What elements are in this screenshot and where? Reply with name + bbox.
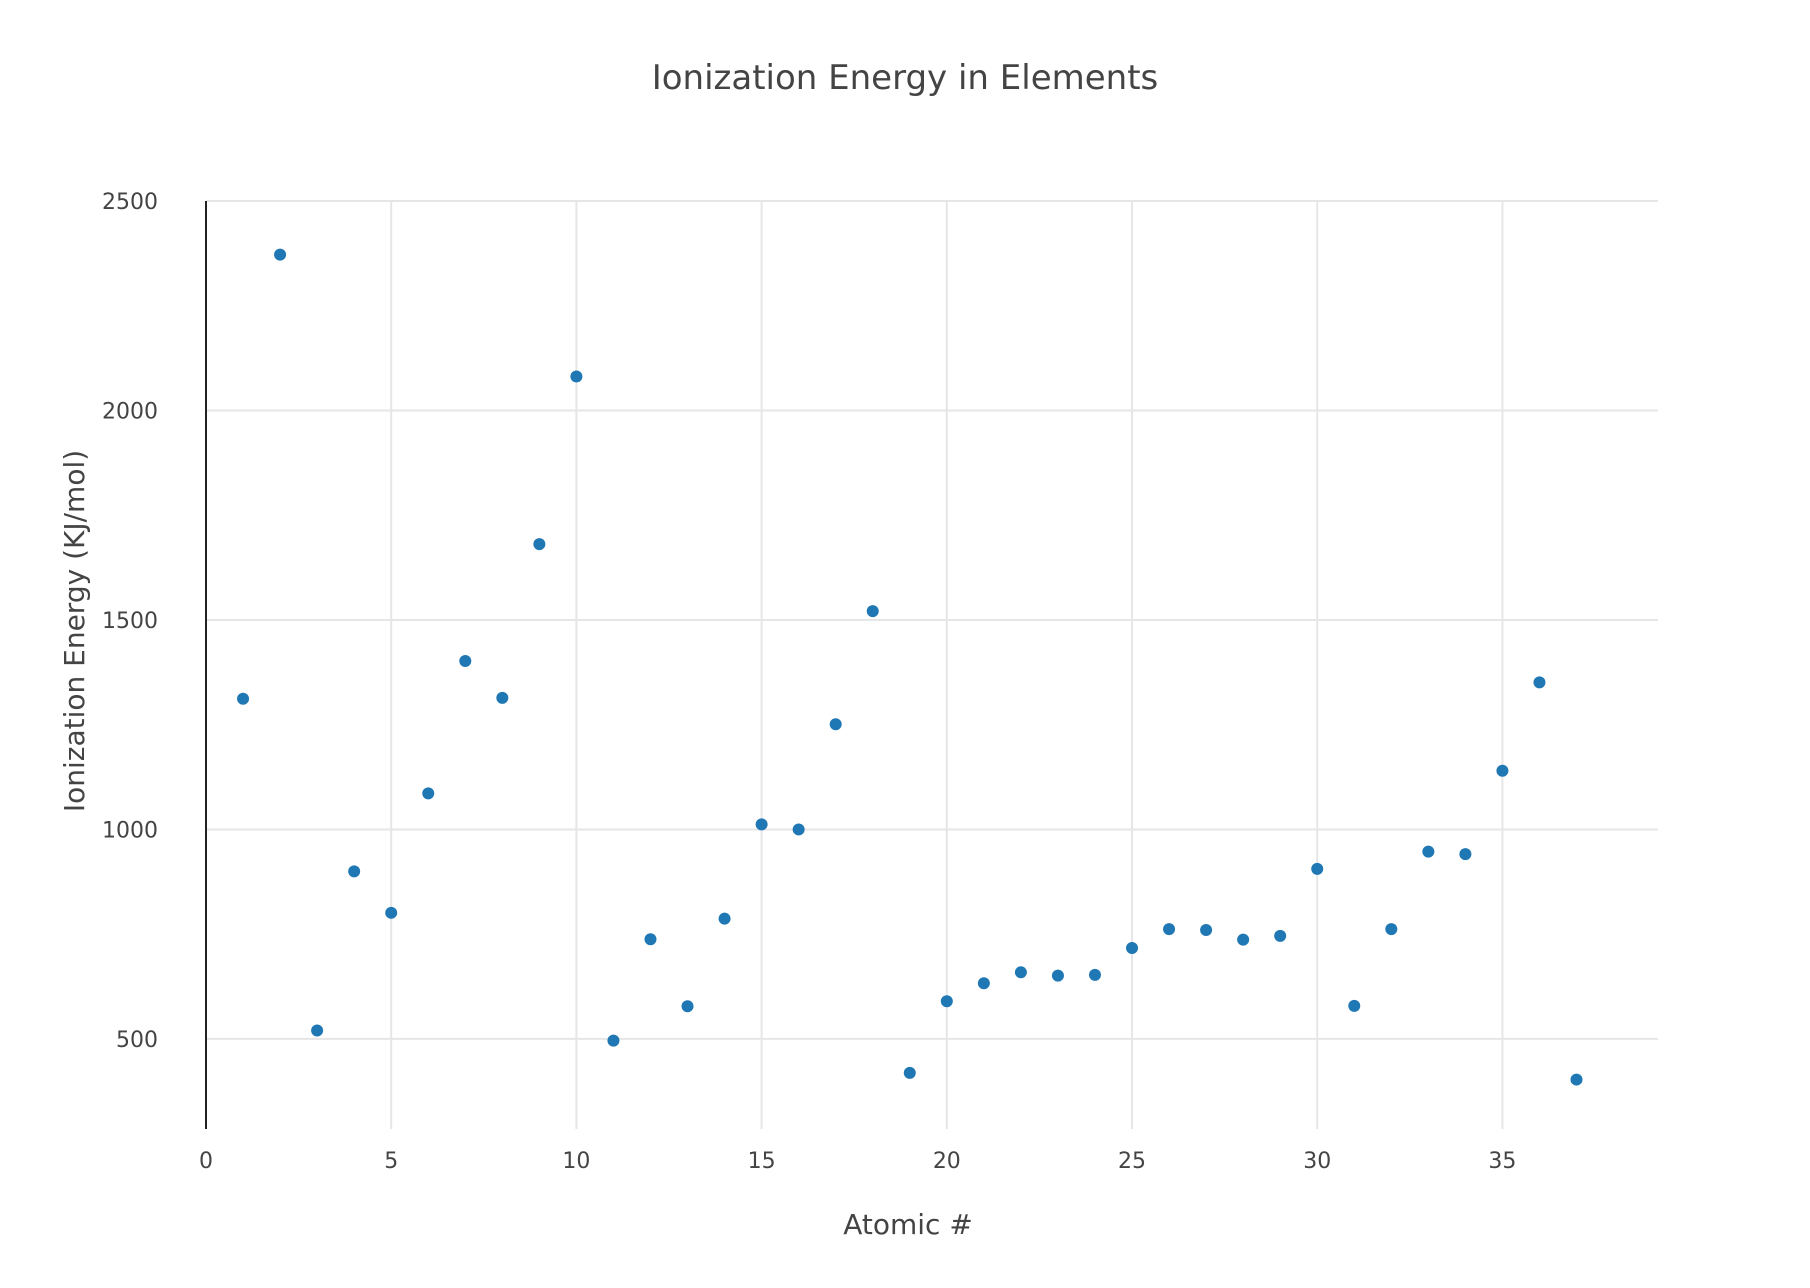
x-tick-label: 5 xyxy=(384,1149,398,1174)
data-point xyxy=(1051,969,1064,982)
data-point xyxy=(459,655,472,668)
y-axis-title: Ionization Energy (KJ/mol) xyxy=(58,450,91,812)
data-points xyxy=(237,248,1583,1086)
data-point xyxy=(1385,923,1398,936)
y-axis-ticks: 500 1000 1500 2000 2500 xyxy=(102,190,158,1053)
data-point xyxy=(644,933,657,946)
data-point xyxy=(940,995,953,1008)
data-point xyxy=(1088,968,1101,981)
data-point xyxy=(681,1000,694,1013)
chart-title: Ionization Energy in Elements xyxy=(652,58,1159,98)
data-point xyxy=(792,823,805,836)
data-point xyxy=(755,818,768,831)
data-point xyxy=(570,370,583,383)
data-point xyxy=(385,906,398,919)
x-tick-label: 10 xyxy=(562,1149,590,1174)
x-tick-label: 15 xyxy=(748,1149,776,1174)
x-tick-label: 35 xyxy=(1488,1149,1516,1174)
data-point xyxy=(1533,676,1546,689)
data-point xyxy=(1311,862,1324,875)
data-point xyxy=(718,912,731,925)
data-point xyxy=(903,1066,916,1079)
data-point xyxy=(977,977,990,990)
data-point xyxy=(1274,929,1287,942)
data-point xyxy=(533,538,546,551)
x-axis-ticks: 0 5 10 15 20 25 30 35 xyxy=(199,1149,1516,1174)
data-point xyxy=(1163,923,1176,936)
y-tick-label: 1500 xyxy=(102,609,158,634)
data-point xyxy=(348,865,361,878)
x-tick-label: 0 xyxy=(199,1149,213,1174)
data-point xyxy=(1237,933,1250,946)
data-point xyxy=(1570,1073,1583,1086)
data-point xyxy=(422,787,435,800)
x-axis-title: Atomic # xyxy=(843,1208,973,1241)
data-point xyxy=(1014,966,1027,979)
data-point xyxy=(237,692,250,705)
data-point xyxy=(274,248,287,261)
y-tick-label: 1000 xyxy=(102,818,158,843)
data-point xyxy=(311,1024,324,1037)
x-tick-label: 25 xyxy=(1118,1149,1146,1174)
data-point xyxy=(1496,764,1509,777)
grid-lines xyxy=(206,200,1658,1129)
data-point xyxy=(866,605,879,618)
data-point xyxy=(829,718,842,731)
data-point xyxy=(1200,923,1213,936)
x-tick-label: 20 xyxy=(933,1149,961,1174)
y-tick-label: 2000 xyxy=(102,399,158,424)
data-point xyxy=(496,691,509,704)
data-point xyxy=(1126,942,1139,955)
data-point xyxy=(1422,845,1435,858)
y-tick-label: 500 xyxy=(116,1028,158,1053)
y-tick-label: 2500 xyxy=(102,190,158,215)
data-point xyxy=(1348,999,1361,1012)
data-point xyxy=(1459,848,1472,861)
x-tick-label: 30 xyxy=(1303,1149,1331,1174)
data-point xyxy=(607,1034,620,1047)
